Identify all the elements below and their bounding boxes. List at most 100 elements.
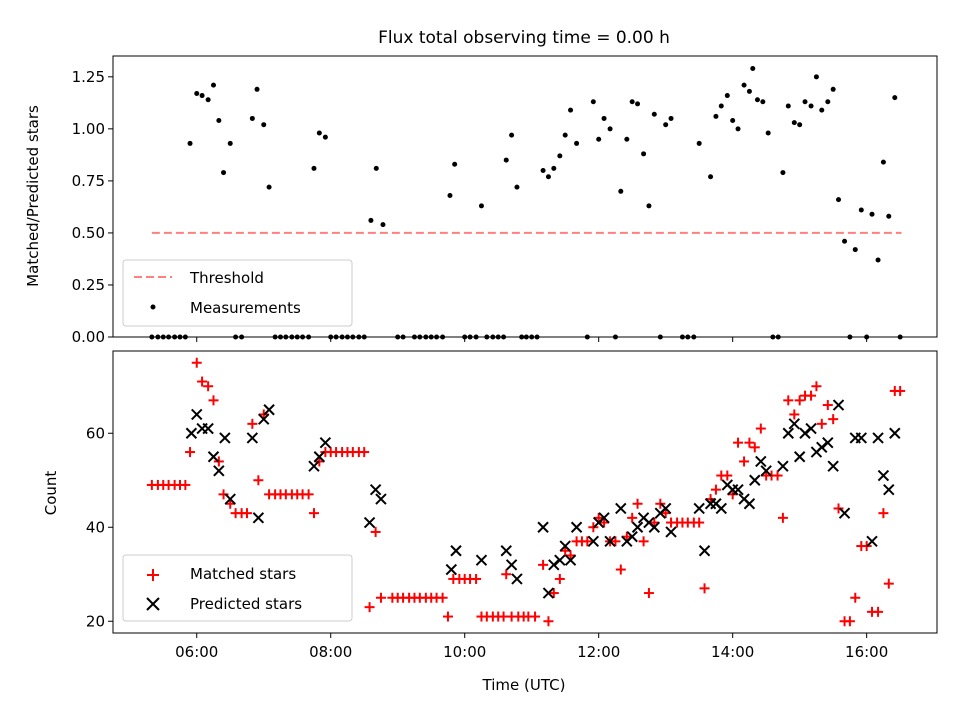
matched-star-point: [308, 508, 319, 519]
measurement-point: [373, 165, 379, 171]
bottom-marks: [146, 357, 906, 627]
measurement-point: [166, 334, 172, 340]
predicted-star-point: [822, 436, 834, 449]
matched-star-point: [828, 414, 839, 425]
measurement-point: [635, 101, 641, 107]
top-y-ticks: 0.00 0.25 0.50 0.75 1.00 1.25: [72, 68, 113, 346]
measurement-point: [311, 165, 317, 171]
measurement-point: [534, 334, 540, 340]
matched-star-point: [844, 616, 855, 627]
measurement-point: [612, 334, 618, 340]
predicted-star-point: [659, 502, 672, 515]
measurement-point: [484, 334, 490, 340]
measurement-point: [300, 334, 306, 340]
measurements-legend-label: Measurements: [190, 299, 301, 317]
measurement-point: [557, 153, 563, 159]
predicted-star-point: [598, 512, 610, 524]
measurement-point: [452, 161, 458, 167]
predicted-star-point: [554, 554, 566, 566]
measurement-point: [685, 334, 691, 340]
predicted-star-point: [631, 521, 644, 533]
measurement-point: [249, 115, 255, 121]
measurement-point: [395, 334, 401, 340]
measurement-point: [770, 334, 776, 340]
measurement-point: [601, 115, 607, 121]
matched-star-point: [588, 522, 599, 533]
measurement-point: [545, 174, 551, 180]
predicted-star-point: [500, 545, 512, 557]
matched-star-point: [638, 536, 649, 547]
matched-star-point: [548, 588, 559, 599]
predicted-star-point: [450, 545, 462, 557]
measurement-point: [750, 65, 756, 71]
bottom-y-axis-label: Count: [42, 471, 60, 516]
predicted-star-point: [263, 404, 275, 416]
bottom-y-ticks: 20 40 60: [86, 424, 113, 630]
y-tick-label: 0.25: [72, 276, 105, 294]
matched-star-point: [610, 536, 621, 547]
predicted-star-point: [648, 521, 661, 533]
measurement-point: [741, 82, 747, 88]
measurement-point: [227, 140, 233, 146]
predicted-star-point: [777, 460, 789, 472]
matched-star-point: [437, 592, 448, 603]
predicted-star-point: [760, 465, 772, 477]
predicted-star-point: [252, 512, 265, 524]
measurement-point: [155, 334, 161, 340]
x-tick-label: 10:00: [443, 643, 486, 661]
matched-star-point: [213, 456, 224, 467]
measurement-point: [368, 217, 374, 223]
matched-star-point: [359, 447, 370, 458]
measurement-point: [473, 334, 479, 340]
predicted-star-point: [883, 483, 895, 496]
bottom-legend-box: [122, 554, 353, 622]
measurement-point: [283, 334, 289, 340]
measurement-point: [172, 334, 178, 340]
predicted-star-point: [626, 530, 638, 543]
predicted-star-point: [213, 465, 225, 477]
predicted-star-point: [665, 526, 677, 538]
measurement-point: [306, 334, 312, 340]
matched-star-point: [789, 409, 800, 420]
matched-star-point: [744, 437, 755, 448]
predicted-star-point: [542, 587, 555, 599]
measurement-point: [350, 334, 356, 340]
measurement-point: [813, 74, 819, 80]
y-tick-label: 60: [86, 424, 105, 442]
predicted-star-point: [475, 554, 488, 566]
matched-star-point: [878, 508, 889, 519]
measurement-point: [735, 126, 741, 132]
measurement-point: [221, 170, 227, 176]
top-legend-box: [122, 259, 353, 327]
predicted-legend-swatch: [146, 597, 160, 611]
measurement-point: [691, 334, 697, 340]
bottom-axes-frame: [112, 350, 938, 634]
predicted-star-point: [258, 413, 270, 425]
top-marks: [149, 65, 903, 340]
y-tick-label: 1.00: [72, 120, 105, 138]
bottom-panel: 20 40 60 06:00 08:00 10:00 12:00 14:00 16:00 Co…: [42, 350, 938, 694]
matched-star-point: [582, 536, 593, 547]
top-legend: Threshold Measurements: [122, 259, 353, 327]
measurement-point: [657, 334, 663, 340]
matched-star-point: [777, 512, 788, 523]
matched-star-point: [833, 503, 844, 514]
matched-star-point: [253, 475, 264, 486]
predicted-legend-label: Predicted stars: [190, 595, 302, 613]
measurement-point: [380, 222, 386, 228]
predicted-star-point: [832, 399, 845, 411]
measurement-point: [339, 334, 345, 340]
measurement-point: [205, 97, 211, 103]
measurement-point: [574, 140, 580, 146]
matched-star-point: [203, 381, 214, 392]
predicted-star-point: [445, 563, 458, 576]
matched-star-point: [739, 456, 750, 467]
measurement-point: [641, 151, 647, 157]
predicted-star-point: [877, 469, 890, 482]
measurement-point: [819, 107, 825, 113]
measurement-point: [503, 157, 509, 163]
measurement-point: [490, 334, 496, 340]
measurement-point: [417, 334, 423, 340]
matched-star-point: [811, 381, 822, 392]
matched-star-point: [191, 357, 202, 368]
